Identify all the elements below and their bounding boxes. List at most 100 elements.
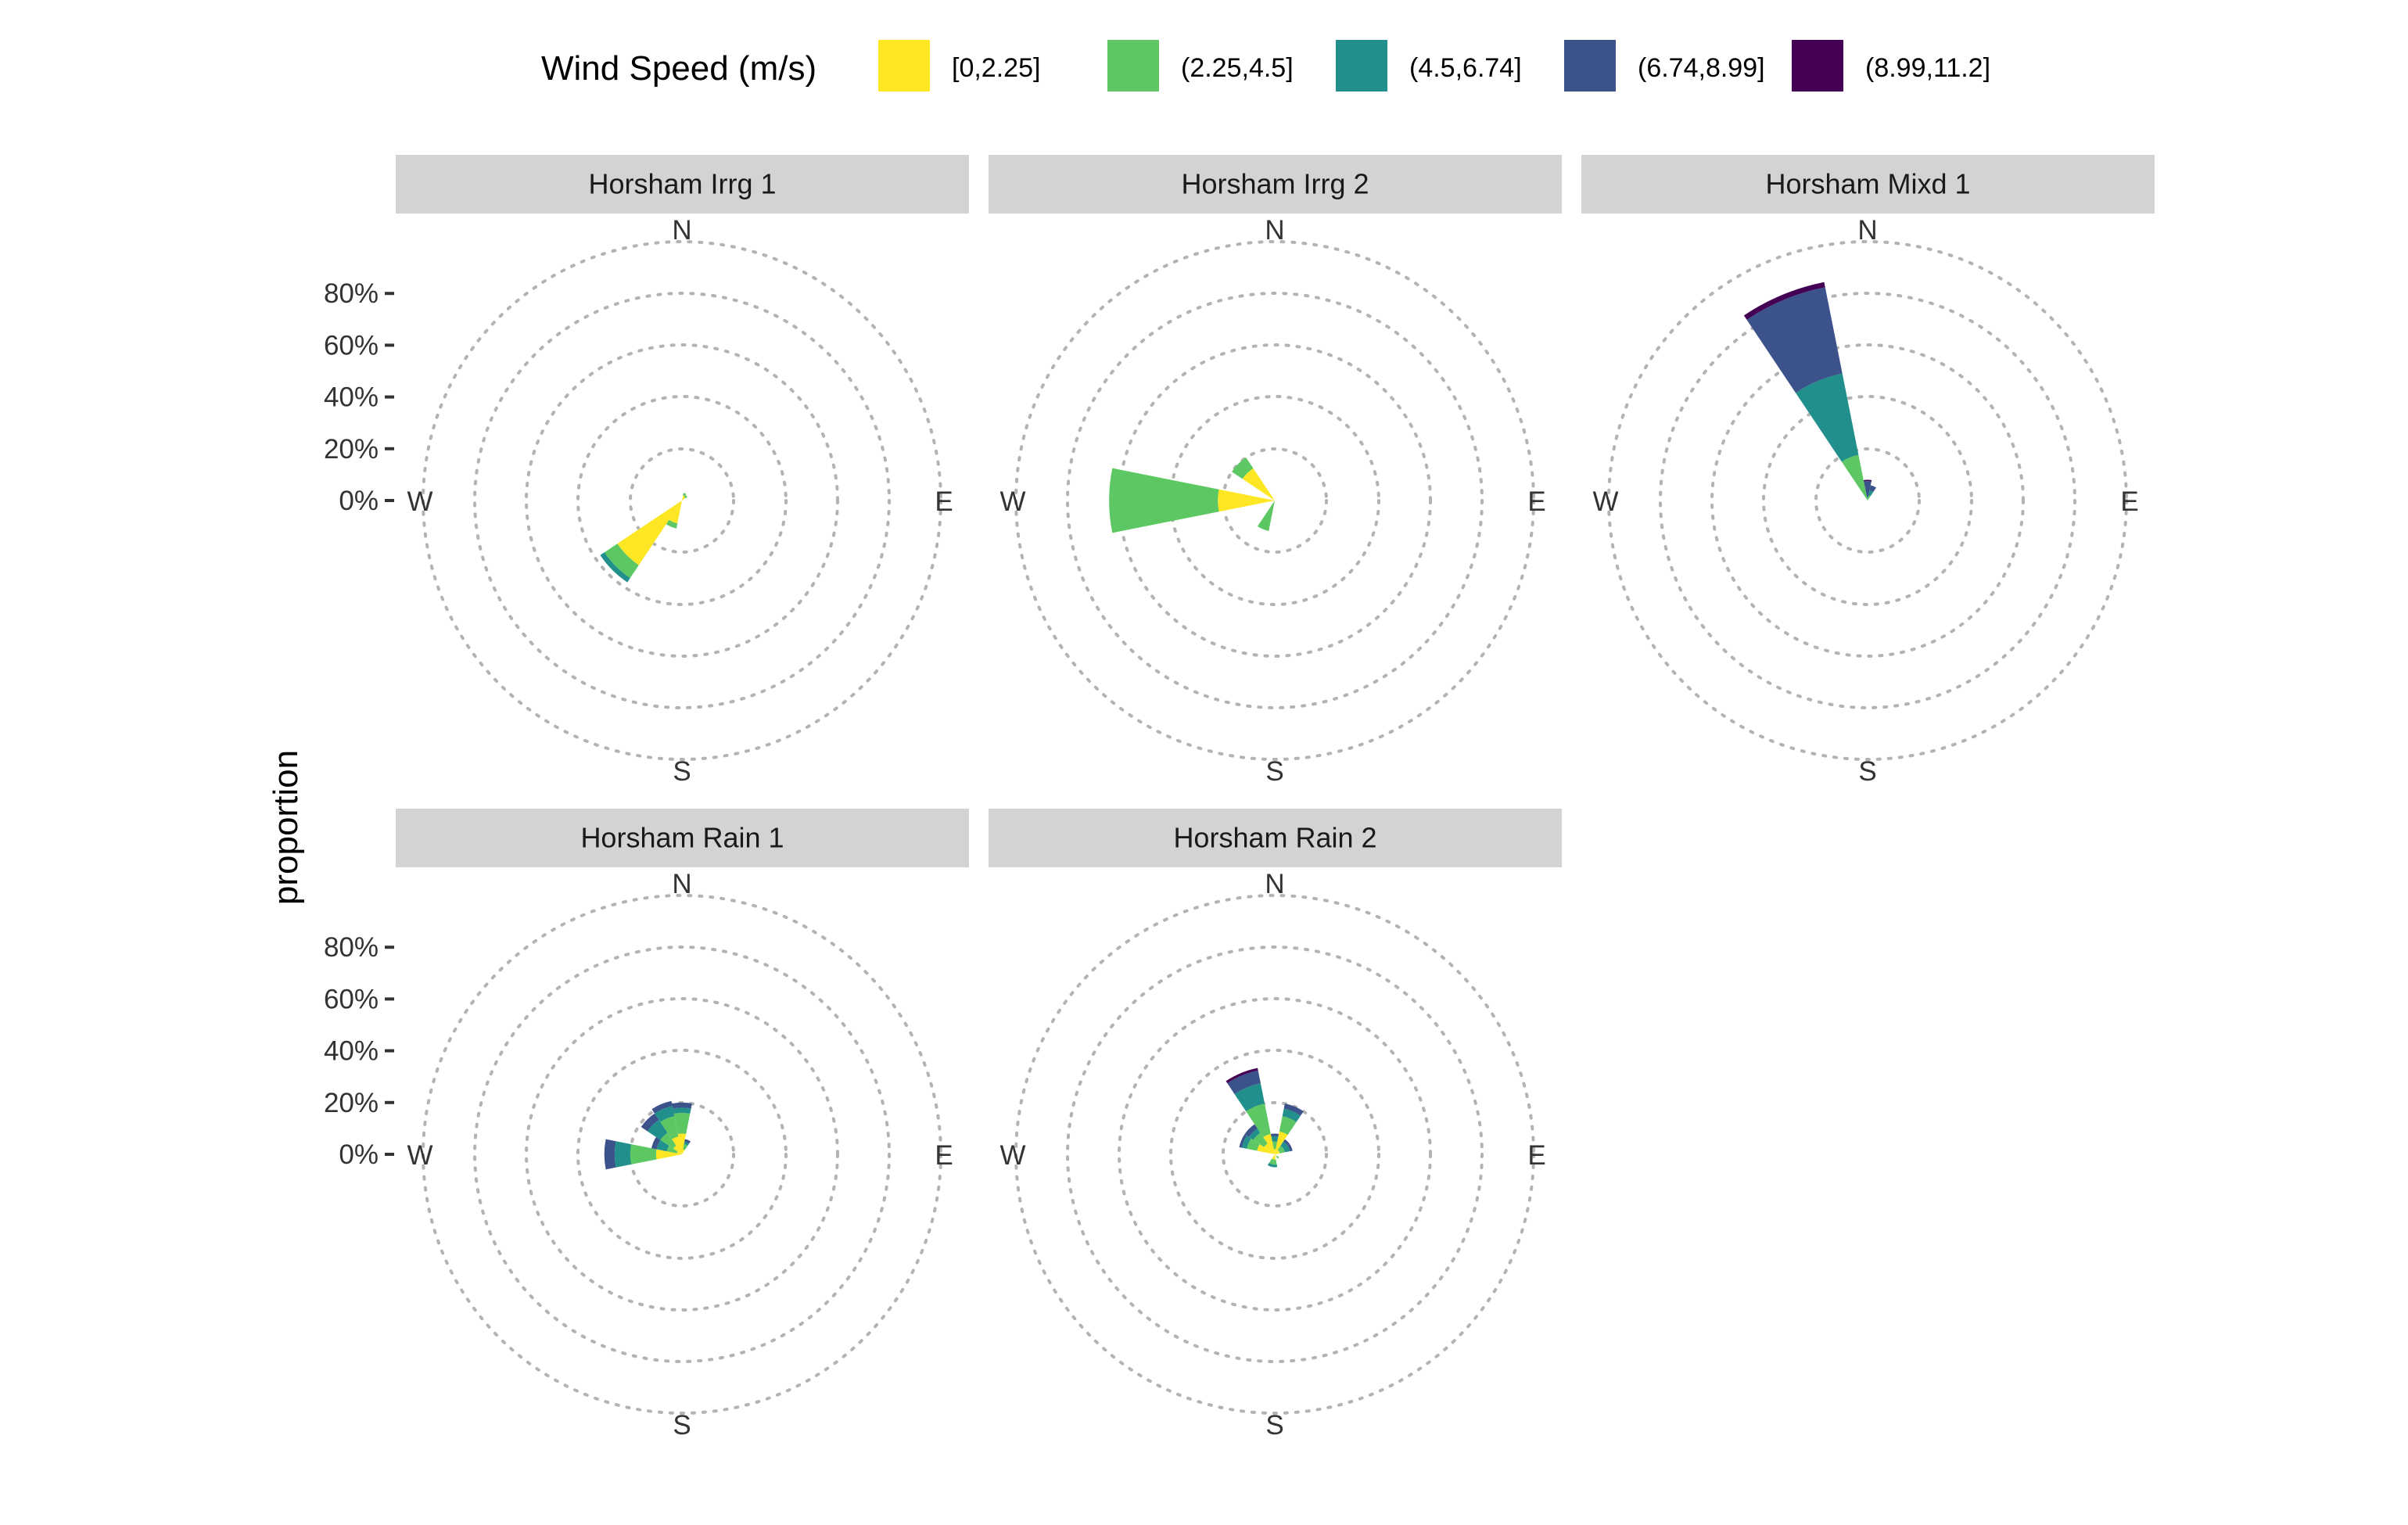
compass-label: N xyxy=(672,215,691,246)
y-tick-label: 20% xyxy=(324,434,379,465)
y-tick-label: 60% xyxy=(324,984,379,1014)
grid-ring xyxy=(525,343,839,658)
rose-segment xyxy=(1218,489,1275,512)
compass-label: W xyxy=(1592,486,1618,517)
facet-strip xyxy=(989,809,1562,867)
rose-segment xyxy=(1275,1151,1280,1154)
facet-panel: Horsham Irrg 2 N E S W xyxy=(989,155,1562,787)
rose-segment xyxy=(614,1141,632,1168)
rose-segment xyxy=(641,1113,659,1132)
legend-swatch xyxy=(1790,38,1845,93)
rose-segment xyxy=(1273,1149,1276,1154)
facet-panel: Horsham Rain 1 N E S W 0% 20% 40% 60% 80% xyxy=(324,809,969,1441)
grid-ring xyxy=(1118,343,1432,658)
legend-item: (2.25,4.5] xyxy=(1106,38,1294,93)
facet-title: Horsham Irrg 1 xyxy=(588,168,776,200)
facet-panels: Horsham Irrg 1 N E S W 0% 20% 40% 60% 80% Horsham … xyxy=(324,155,2155,1441)
rose-segment xyxy=(1267,1163,1273,1168)
facet-strip xyxy=(396,155,969,214)
rose-segment xyxy=(1248,1128,1261,1140)
rose-segment xyxy=(1283,1145,1290,1153)
rose-segment xyxy=(669,501,682,524)
y-tick-label: 80% xyxy=(324,278,379,309)
y-axis-title: proportion xyxy=(267,750,305,905)
legend-swatch xyxy=(1106,38,1161,93)
rose-segment xyxy=(672,1136,682,1154)
facet-strip xyxy=(396,809,969,867)
legend-label: (8.99,11.2] xyxy=(1865,53,1990,83)
grid-ring xyxy=(1814,447,1921,554)
rose-segment xyxy=(1746,287,1843,393)
compass-label: N xyxy=(1857,215,1877,246)
rose-segment xyxy=(666,1145,678,1154)
y-tick-label: 40% xyxy=(324,1036,379,1067)
rose-segment xyxy=(1246,1103,1271,1137)
compass-label: S xyxy=(673,1410,691,1441)
compass-label: E xyxy=(1527,1140,1545,1171)
rose-segment xyxy=(660,1132,676,1149)
grid-ring xyxy=(525,997,839,1312)
rose-segment xyxy=(630,1144,657,1164)
rose-segment xyxy=(1272,1164,1278,1168)
legend-label: (6.74,8.99] xyxy=(1638,53,1765,83)
rose-segment xyxy=(1868,495,1871,501)
compass-label: S xyxy=(1265,1410,1283,1441)
rose-segment xyxy=(673,1113,691,1135)
rose-segment xyxy=(1231,457,1254,479)
grid-ring xyxy=(1710,343,2025,658)
rose-segment xyxy=(660,1116,679,1139)
rose-segment xyxy=(600,552,630,583)
y-tick-label: 0% xyxy=(339,1139,379,1170)
y-tick-label: 20% xyxy=(324,1088,379,1118)
grid-ring xyxy=(1222,1101,1328,1207)
grid-ring xyxy=(1169,395,1380,606)
grid-ring xyxy=(1066,292,1484,709)
compass-label: N xyxy=(672,869,691,899)
rose-segment xyxy=(682,1149,685,1154)
rose-segment xyxy=(617,501,682,565)
rose-segment xyxy=(1743,282,1825,320)
grid-ring xyxy=(422,240,942,761)
rose-segment xyxy=(1253,1132,1268,1147)
facet-strip xyxy=(1581,155,2155,214)
rose-segment xyxy=(684,495,687,499)
facet-panel: Horsham Rain 2 N E S W xyxy=(989,809,1562,1441)
rose-segment xyxy=(1864,481,1871,497)
legend-item: (8.99,11.2] xyxy=(1790,38,1990,93)
legend: Wind Speed (m/s) [0,2.25] (2.25,4.5] (4.5,… xyxy=(541,38,1990,93)
legend-swatch xyxy=(877,38,931,93)
rose-segment xyxy=(684,1141,690,1146)
grid-ring xyxy=(422,894,942,1415)
rose-segment xyxy=(655,1149,682,1160)
compass-label: E xyxy=(1527,486,1545,517)
rose-segment xyxy=(1277,1145,1284,1152)
rose-segment xyxy=(1863,479,1872,482)
rose-segment xyxy=(1226,1068,1258,1084)
grid-ring xyxy=(1014,894,1535,1415)
legend-swatch xyxy=(1563,38,1617,93)
rose-segment xyxy=(1269,1158,1274,1164)
grid-ring xyxy=(576,1049,788,1260)
compass-label: S xyxy=(1858,756,1876,787)
legend-label: [0,2.25] xyxy=(952,53,1040,83)
legend-title: Wind Speed (m/s) xyxy=(541,49,816,88)
rose-segment xyxy=(651,1100,673,1114)
rose-segment xyxy=(1283,1139,1290,1146)
rose-segment xyxy=(683,493,687,497)
compass-label: E xyxy=(935,486,953,517)
rose-segment xyxy=(1867,497,1868,498)
facet-title: Horsham Irrg 2 xyxy=(1181,168,1369,200)
compass-label: W xyxy=(999,486,1025,517)
rose-segment xyxy=(1272,1154,1275,1160)
grid-ring xyxy=(1607,240,2128,761)
rose-segment xyxy=(1796,373,1859,462)
rose-segment xyxy=(651,1136,661,1150)
legend-label: (2.25,4.5] xyxy=(1181,53,1294,83)
rose-segment xyxy=(1247,1138,1260,1151)
rose-segment xyxy=(673,1145,682,1154)
compass-label: W xyxy=(407,486,432,517)
compass-label: N xyxy=(1265,215,1284,246)
y-tick-label: 0% xyxy=(339,486,379,516)
compass-label: E xyxy=(935,1140,953,1171)
